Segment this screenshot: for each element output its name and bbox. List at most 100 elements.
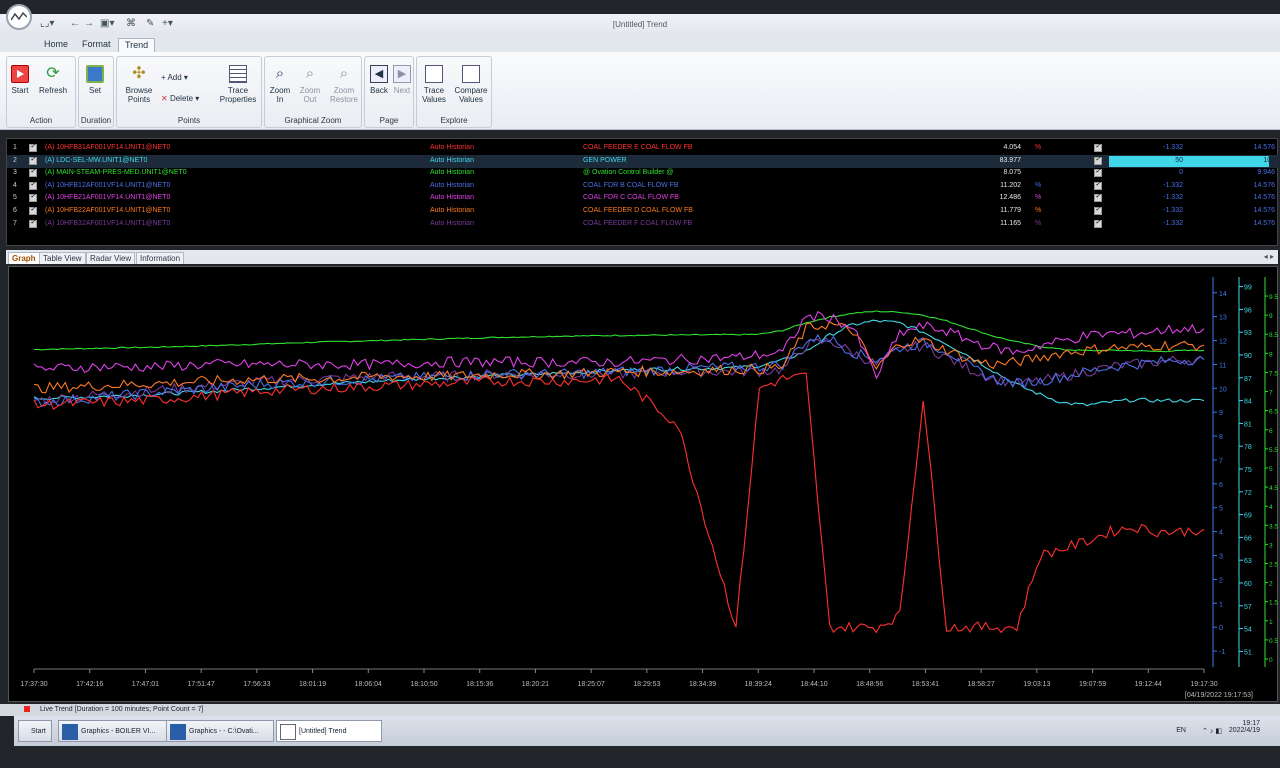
legend-visible-checkbox[interactable] [29, 167, 37, 178]
graphics-app-icon [170, 724, 186, 740]
delete-button[interactable]: ✕ Delete ▾ [161, 94, 200, 103]
start-button[interactable]: Start [11, 65, 29, 95]
taskbar: Start Graphics - BOILER VI... Graphics -… [14, 716, 1280, 746]
compare-values-button[interactable]: Compare Values [451, 65, 491, 104]
back-button[interactable]: ◀ Back [368, 65, 390, 95]
tab-table-view[interactable]: Table View [39, 252, 86, 264]
tab-format[interactable]: Format [82, 39, 111, 49]
end-timestamp: [04/19/2022 19:17:53] [1185, 692, 1253, 699]
legend-row-number: 3 [13, 169, 17, 177]
time-tick-label: 18:25:07 [578, 681, 605, 688]
browse-points-button[interactable]: ✣ Browse Points [121, 65, 157, 104]
qat-browse-icon[interactable]: ⌘ [126, 18, 136, 29]
legend-visible-checkbox[interactable] [29, 142, 37, 152]
legend-min: -1.332 [1163, 207, 1183, 214]
pct-tick-label: 14 [1219, 291, 1227, 298]
legend-row[interactable]: 2 (A) LDC-SEL-MW.UNIT1@NET0 Auto Historian… [7, 154, 1279, 168]
legend-visible-checkbox[interactable] [29, 180, 37, 190]
group-explore-label: Explore [440, 116, 468, 125]
start-menu-button[interactable]: Start [18, 720, 52, 742]
pct-tick-label: 10 [1219, 386, 1227, 393]
delete-label: Delete [169, 94, 194, 103]
mw-tick-label: 99 [1244, 285, 1252, 292]
press-tick-label: 6.5 [1269, 409, 1278, 416]
taskbar-item-graphics-ovation[interactable]: Graphics - - C:\Ovati... [166, 720, 274, 742]
qat-add-icon[interactable]: +▾ [162, 18, 173, 29]
add-icon: + [161, 73, 168, 82]
application-menu-icon[interactable] [6, 4, 32, 30]
legend-row-number: 1 [13, 144, 17, 151]
taskbar-item-graphics-boiler[interactable]: Graphics - BOILER VI... [58, 720, 176, 742]
next-button[interactable]: ▶ Next [391, 65, 413, 95]
legend-row[interactable]: 1 (A) 10HFB31AF001VF14.UNIT1@NET0 Auto His… [7, 142, 1279, 155]
legend-value: 11.202 [1000, 181, 1021, 189]
legend-row[interactable]: 6 (A) 10HFB22AF001VF14.UNIT1@NET0 Auto His… [7, 205, 1279, 218]
legend-value: 4.054 [1003, 144, 1021, 151]
set-duration-button[interactable]: Set [86, 65, 104, 95]
group-page: ◀ Back ▶ Next Page [364, 56, 414, 128]
legend-min: -1.332 [1163, 144, 1183, 151]
tab-radar-view[interactable]: Radar View [86, 252, 136, 264]
legend-scale-checkbox[interactable] [1094, 205, 1102, 215]
tab-trend[interactable]: Trend [118, 38, 156, 52]
legend-scale-checkbox[interactable] [1094, 192, 1102, 203]
trace-values-label: Trace Values [422, 86, 446, 104]
trace-properties-button[interactable]: Trace Properties [217, 65, 259, 104]
legend-value: 83.977 [999, 156, 1021, 164]
qat-forward-icon[interactable]: → [84, 18, 94, 29]
mw-tick-label: 57 [1244, 604, 1252, 611]
group-graphical-zoom: ⌕ Zoom In ⌕ Zoom Out ⌕ Zoom Restore Grap… [264, 56, 362, 128]
qat-back-icon[interactable]: ← [70, 18, 80, 29]
legend-max: 14.576 [1253, 144, 1275, 151]
legend-point-name: (A) MAIN-STEAM-PRES-MED.UNIT1@NET0 [45, 169, 187, 177]
set-duration-label: Set [88, 86, 101, 95]
clock-date[interactable]: 2022/4/19 [1228, 727, 1260, 734]
legend-scale-checkbox[interactable] [1094, 142, 1102, 152]
refresh-button[interactable]: ⟳ Refresh [39, 65, 67, 95]
legend-source: Auto Historian [430, 207, 474, 214]
zoom-out-button[interactable]: ⌕ Zoom Out [297, 65, 323, 104]
legend-visible-checkbox[interactable] [29, 192, 37, 203]
language-indicator[interactable]: EN [1176, 727, 1186, 734]
pct-tick-label: 11 [1219, 362, 1226, 369]
pct-tick-label: 13 [1219, 315, 1227, 322]
time-tick-label: 19:07:59 [1079, 681, 1106, 688]
trend-graph[interactable]: 14 13 12 11 10 9 8 7 6 5 4 3 2 1 0 -1 99 96 93 90 87 84 81 78 75… [8, 266, 1278, 702]
legend-row[interactable]: 3 (A) MAIN-STEAM-PRES-MED.UNIT1@NET0 Auto … [7, 167, 1279, 180]
tab-information[interactable]: Information [136, 252, 185, 264]
legend-scale-checkbox[interactable] [1094, 155, 1102, 165]
legend-description: @ Ovation Control Builder @ [583, 169, 674, 177]
legend-row[interactable]: 7 (A) 10HFB32AF001VF14.UNIT1@NET0 Auto His… [7, 218, 1279, 231]
tab-graph[interactable]: Graph [8, 252, 40, 264]
trend-chart-svg[interactable]: 14131211109876543210-1999693908784817875… [9, 267, 1279, 703]
tab-scroll-icon[interactable]: ◂ ▸ [1263, 252, 1274, 261]
legend-row[interactable]: 4 (A) 10HFB12AF001VF14.UNIT1@NET0 Auto His… [7, 180, 1279, 193]
legend-visible-checkbox[interactable] [29, 155, 37, 165]
trace-values-button[interactable]: Trace Values [420, 65, 448, 104]
legend-row[interactable]: 5 (A) 10HFB21AF001VF14.UNIT1@NET0 Auto His… [7, 192, 1279, 205]
legend-visible-checkbox[interactable] [29, 218, 37, 228]
add-button[interactable]: + Add ▾ [161, 73, 188, 82]
legend-scale-checkbox[interactable] [1094, 167, 1102, 178]
legend-value: 11.779 [1000, 207, 1021, 214]
qat-zoom-icon[interactable]: ✎ [146, 18, 155, 29]
press-tick-label: 5 [1269, 466, 1273, 473]
mw-tick-label: 66 [1244, 535, 1252, 542]
taskbar-item-trend[interactable]: [Untitled] Trend [276, 720, 382, 742]
zoom-restore-button[interactable]: ⌕ Zoom Restore [327, 65, 361, 104]
qat-duration-icon[interactable]: ▣▾ [100, 18, 115, 29]
qat-chart-icon[interactable]: ⌞⌟▾ [40, 18, 55, 29]
tab-home[interactable]: Home [44, 39, 69, 49]
group-points-label: Points [177, 116, 201, 125]
zoom-in-button[interactable]: ⌕ Zoom In [267, 65, 293, 104]
legend-scale-checkbox[interactable] [1094, 218, 1102, 228]
legend-scale-checkbox[interactable] [1094, 180, 1102, 190]
press-tick-label: 4 [1269, 504, 1273, 511]
legend-visible-checkbox[interactable] [29, 205, 37, 215]
zoom-out-icon: ⌕ [305, 65, 315, 82]
time-tick-label: 17:47:01 [132, 681, 159, 688]
clock-time[interactable]: 19:17 [1242, 720, 1260, 727]
tray-icons[interactable]: ⌃ ♪ ◧ [1202, 728, 1222, 735]
pct-tick-label: 1 [1219, 601, 1223, 608]
